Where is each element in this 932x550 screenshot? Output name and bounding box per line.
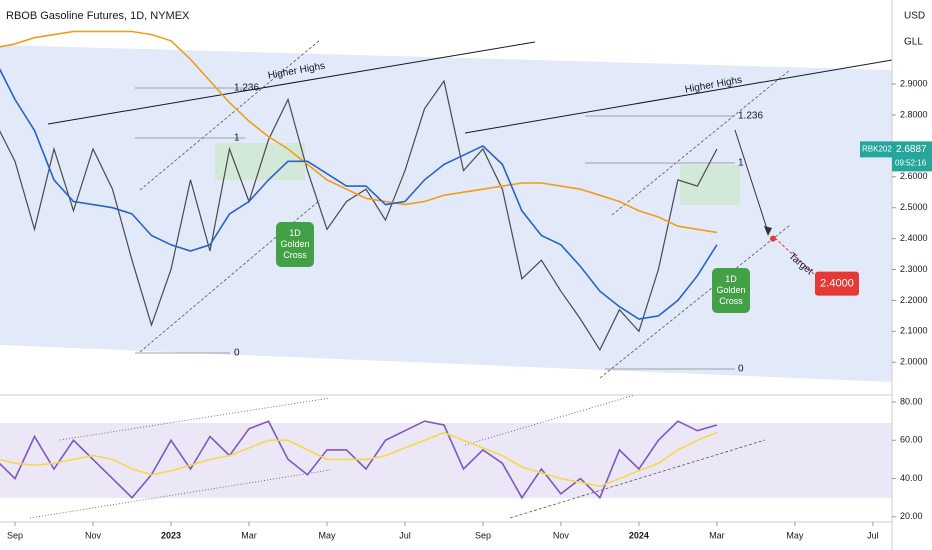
unit: GLL	[904, 37, 923, 48]
x-tick-label: May	[318, 530, 336, 540]
x-tick-label: May	[786, 530, 804, 540]
x-tick-label: 2023	[161, 530, 181, 540]
y-tick-label: 2.8000	[900, 109, 928, 119]
y-tick-label: 2.4000	[900, 233, 928, 243]
x-tick-label: Sep	[7, 530, 23, 540]
y-tick-label: 2.0000	[900, 357, 928, 367]
golden-cross: 1D Golden Cross	[276, 222, 314, 267]
y-tick-label: 2.9000	[900, 78, 928, 88]
y-tick-label: 60.00	[900, 435, 923, 445]
x-tick-label: Mar	[709, 530, 725, 540]
fib-label: 1.236	[234, 83, 259, 94]
y-tick-label: 40.00	[900, 473, 923, 483]
target-label: 2.4000	[820, 278, 854, 290]
target-box	[815, 271, 859, 296]
y-tick-label: 2.6000	[900, 171, 928, 181]
channel	[0, 45, 892, 382]
target-line	[774, 237, 816, 276]
series-line	[0, 30, 718, 234]
y-tick-label: 2.3000	[900, 264, 928, 274]
fib-label: 0	[234, 348, 240, 359]
chart-title: RBOB Gasoline Futures, 1D, NYMEX	[6, 10, 190, 22]
x-tick-label: 2024	[629, 530, 649, 540]
fib-label: 1	[234, 133, 240, 144]
price-label-bg	[860, 141, 892, 158]
x-tick-label: Mar	[241, 530, 257, 540]
rsi-band	[0, 423, 892, 498]
arrow	[734, 129, 769, 233]
range-box	[680, 165, 740, 205]
fib-label: 1	[738, 158, 744, 169]
arrow-head	[764, 226, 772, 236]
fib-label: 0	[738, 364, 744, 375]
last-price: 2.6887	[896, 144, 927, 155]
series-line	[0, 431, 718, 488]
currency: USD	[904, 11, 925, 22]
x-tick-label: Jul	[867, 530, 879, 540]
y-tick-label: 20.00	[900, 511, 923, 521]
x-tick-label: Sep	[475, 530, 491, 540]
symbol-label: RBK2024	[862, 144, 897, 153]
y-tick-label: 80.00	[900, 396, 923, 406]
y-tick-label: 2.5000	[900, 202, 928, 212]
x-tick-label: Nov	[553, 530, 570, 540]
price-marker	[892, 141, 932, 172]
fib-label: 1.236	[738, 111, 763, 122]
x-tick-label: Jul	[399, 530, 411, 540]
series-line	[0, 68, 718, 320]
x-tick-label: Nov	[85, 530, 102, 540]
y-tick-label: 2.1000	[900, 326, 928, 336]
y-tick-label: 2.2000	[900, 295, 928, 305]
target-dot	[770, 235, 776, 242]
golden-cross: 1D Golden Cross	[712, 268, 750, 313]
trendlines	[47, 41, 893, 134]
series-line	[0, 79, 718, 352]
countdown: 09:52:16	[895, 158, 927, 167]
